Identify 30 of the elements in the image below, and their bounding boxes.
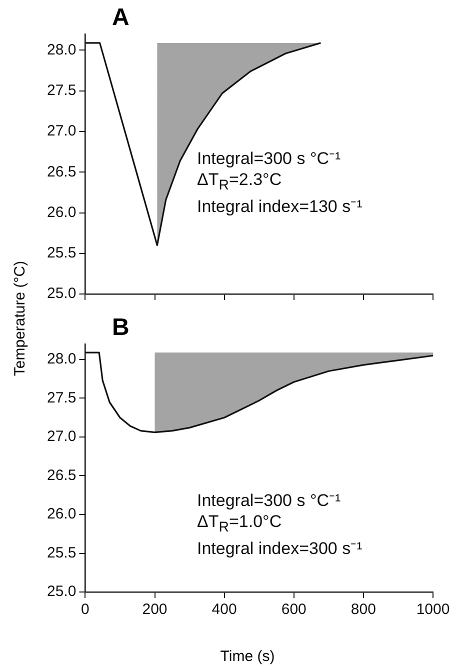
- y-tick-label: 25.5: [46, 244, 76, 262]
- y-tick-label: 25.0: [46, 285, 76, 302]
- y-tick-label: 28.0: [46, 41, 76, 58]
- annotation: Integral index=130 s⁻¹: [197, 196, 362, 218]
- y-tick-label: 26.0: [46, 506, 76, 523]
- y-tick-label: 27.0: [46, 428, 76, 446]
- x-tick-label: 0: [81, 601, 90, 618]
- x-tick-label: 600: [281, 601, 306, 618]
- y-tick-label: 27.5: [46, 389, 76, 406]
- chart-title: A: [112, 4, 130, 32]
- y-tick-label: 25.5: [46, 544, 76, 562]
- x-tick-label: 400: [212, 601, 237, 618]
- y-tick-label: 25.0: [46, 583, 76, 600]
- annotation: Integral=300 s °C⁻¹: [197, 490, 342, 511]
- annotation: Integral=300 s °C⁻¹: [197, 148, 342, 169]
- annotation: ΔT$_{R}$=1.0°C: [197, 511, 283, 538]
- chart-title: B: [112, 314, 130, 342]
- y-tick-label: 27.0: [46, 122, 76, 140]
- y-tick-label: 26.5: [46, 466, 76, 484]
- annotation: Integral index=300 s⁻¹: [197, 538, 362, 560]
- x-axis-title: Time (s): [219, 648, 276, 665]
- x-tick-label: 800: [350, 601, 376, 618]
- y-tick-label: 26.0: [46, 204, 76, 221]
- y-tick-label: 26.5: [46, 163, 76, 180]
- x-tick-label: 200: [142, 601, 168, 618]
- annotation: ΔT$_{R}$=2.3°C: [197, 169, 283, 196]
- y-tick-label: 28.0: [46, 350, 76, 368]
- x-tick-label: 1000: [416, 601, 450, 618]
- y-tick-label: 27.5: [46, 82, 76, 100]
- y-axis-title: Temperature (°C): [12, 260, 28, 378]
